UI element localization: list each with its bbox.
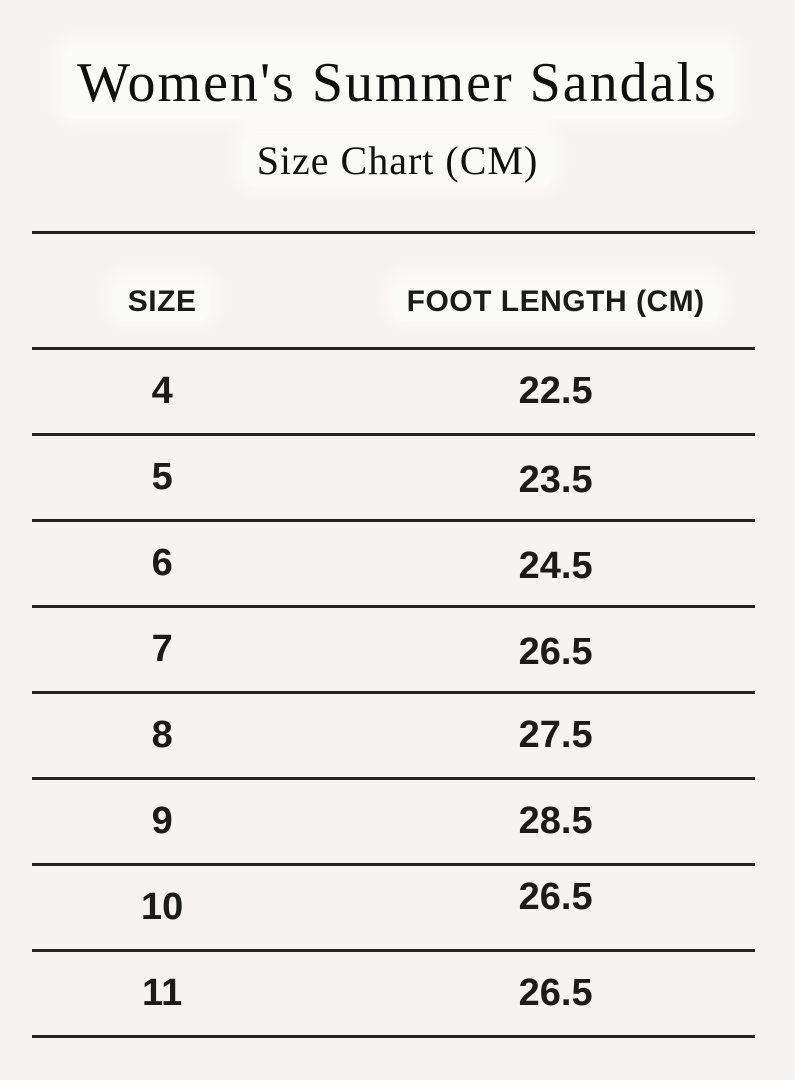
foot-length-cell: 24.5 xyxy=(518,545,593,588)
size-cell: 8 xyxy=(151,714,173,757)
table-body: 4 22.5 5 23.5 6 24.5 7 26.5 8 27.5 9 28.5 10 26.5 11 26… xyxy=(32,350,755,1039)
page-subtitle-text: Size Chart (CM) xyxy=(242,135,553,188)
foot-length-cell: 27.5 xyxy=(518,714,593,757)
size-cell: 4 xyxy=(151,370,173,413)
size-cell: 5 xyxy=(151,456,173,499)
size-cell: 9 xyxy=(151,800,173,843)
foot-length-cell: 26.5 xyxy=(518,876,593,919)
table-row: 7 26.5 xyxy=(32,608,755,695)
column-header-size: SIZE xyxy=(32,282,292,321)
table-row: 5 23.5 xyxy=(32,436,755,523)
foot-length-cell: 26.5 xyxy=(518,631,593,674)
foot-length-cell: 26.5 xyxy=(518,972,593,1015)
foot-length-cell: 23.5 xyxy=(518,459,593,502)
column-header-size-text: SIZE xyxy=(113,282,211,321)
table-row: 4 22.5 xyxy=(32,350,755,437)
foot-length-cell: 28.5 xyxy=(518,800,593,843)
size-cell: 11 xyxy=(142,972,183,1015)
table-row: 11 26.5 xyxy=(32,952,755,1039)
table-header-row: SIZE FOOT LENGTH (CM) xyxy=(32,234,755,351)
table-row: 9 28.5 xyxy=(32,780,755,867)
size-cell: 6 xyxy=(151,542,173,585)
size-cell: 7 xyxy=(151,628,173,671)
page-subtitle: Size Chart (CM) xyxy=(0,135,795,188)
page-title: Women's Summer Sandals xyxy=(0,48,795,120)
size-chart-table: SIZE FOOT LENGTH (CM) 4 22.5 5 23.5 6 24.5 7 26… xyxy=(32,231,755,1039)
column-header-foot-length: FOOT LENGTH (CM) xyxy=(292,282,755,321)
foot-length-cell: 22.5 xyxy=(518,370,593,413)
size-cell: 10 xyxy=(140,886,184,929)
table-row: 6 24.5 xyxy=(32,522,755,609)
table-row: 10 26.5 xyxy=(32,866,755,953)
column-header-foot-length-text: FOOT LENGTH (CM) xyxy=(392,282,719,321)
page-title-text: Women's Summer Sandals xyxy=(63,48,732,120)
table-row: 8 27.5 xyxy=(32,694,755,781)
